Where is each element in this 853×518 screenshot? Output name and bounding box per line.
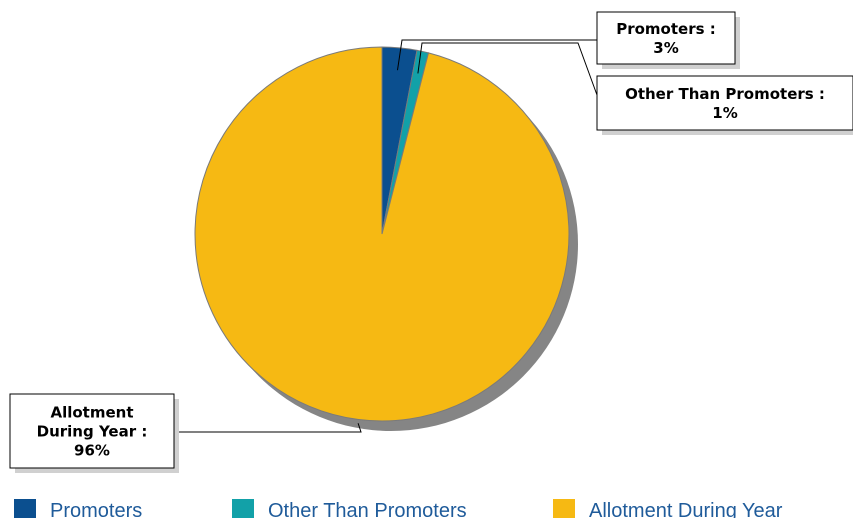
legend-label: Promoters: [50, 500, 142, 518]
legend-swatch: [232, 499, 254, 518]
pie-slices: [194, 46, 570, 422]
data-labels: Promoters :3% Other Than Promoters :1% All…: [9, 11, 853, 473]
data-label-line: Allotment: [50, 404, 133, 422]
data-label-promoters: Promoters :3%: [596, 11, 740, 69]
legend-swatch: [14, 499, 36, 518]
data-label-box: [596, 75, 853, 131]
data-label-line: 96%: [74, 442, 110, 460]
data-label-line: Other Than Promoters :: [625, 85, 825, 103]
data-label-line: 3%: [653, 39, 678, 57]
legend-swatch: [553, 499, 575, 518]
pie-slice-allotment-during-year: [194, 46, 570, 422]
legend: Promoters Other Than Promoters Allotment D…: [14, 499, 783, 518]
legend-item-promoters: Promoters: [14, 499, 142, 518]
legend-label: Other Than Promoters: [268, 500, 467, 518]
data-label-line: During Year :: [37, 423, 148, 441]
data-label-line: 1%: [712, 104, 737, 122]
leader-line-promoters: [396, 39, 597, 71]
legend-item-other-than-promoters: Other Than Promoters: [232, 499, 467, 518]
leader-line-other-than-promoters: [417, 42, 598, 96]
data-label-other-than-promoters: Other Than Promoters :1%: [596, 75, 853, 135]
leader-lines: [174, 39, 598, 433]
data-label-line: Promoters :: [616, 20, 716, 38]
leader-line-allotment-during-year: [174, 423, 362, 433]
legend-item-allotment-during-year: Allotment During Year: [553, 499, 783, 518]
legend-label: Allotment During Year: [589, 500, 783, 518]
data-label-box: [9, 393, 175, 469]
data-label-box: [596, 11, 736, 65]
